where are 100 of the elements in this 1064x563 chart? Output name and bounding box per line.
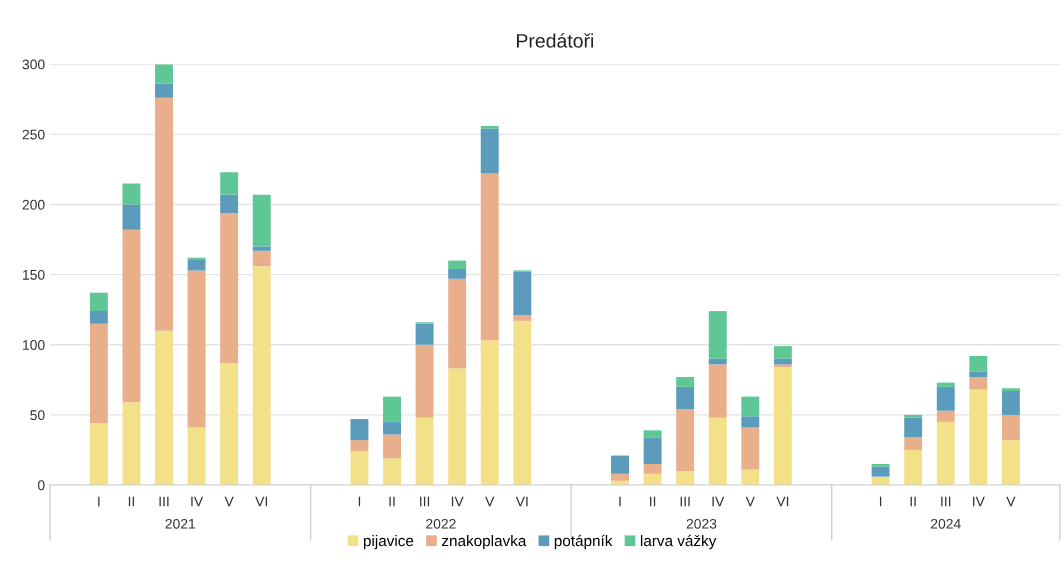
x-tick-label: II bbox=[389, 496, 395, 507]
bar bbox=[383, 458, 401, 486]
bar bbox=[904, 417, 923, 438]
bar bbox=[220, 194, 239, 213]
x-tick-label: I bbox=[358, 496, 361, 507]
bar bbox=[643, 437, 662, 464]
x-tick-label: I bbox=[879, 496, 882, 507]
bar bbox=[220, 172, 239, 195]
x-tick-label: III bbox=[941, 496, 951, 507]
bar bbox=[1001, 388, 1020, 392]
bar bbox=[187, 270, 206, 428]
bar bbox=[969, 355, 988, 372]
legend-label: potápník bbox=[554, 534, 613, 550]
x-tick-label: V bbox=[745, 496, 755, 507]
bar bbox=[936, 386, 955, 411]
bar bbox=[708, 364, 727, 418]
bar bbox=[513, 320, 532, 486]
x-tick-label: III bbox=[680, 496, 690, 507]
bar bbox=[969, 371, 988, 378]
chart-title: Predátoři bbox=[517, 33, 594, 48]
bar bbox=[643, 473, 662, 486]
bar bbox=[448, 368, 467, 486]
x-tick-label: VI bbox=[255, 496, 268, 507]
bar bbox=[122, 183, 141, 205]
bar bbox=[904, 414, 923, 418]
bar bbox=[936, 421, 955, 486]
bar bbox=[969, 377, 988, 390]
bar bbox=[708, 311, 727, 359]
x-tick-label: II bbox=[650, 496, 656, 507]
bar bbox=[187, 259, 206, 271]
bar bbox=[741, 427, 760, 470]
bar bbox=[383, 434, 401, 459]
bar bbox=[773, 367, 792, 486]
bar bbox=[936, 410, 955, 422]
bar bbox=[122, 229, 141, 403]
bar bbox=[89, 423, 108, 486]
bar bbox=[1001, 440, 1020, 486]
x-tick-label: I bbox=[619, 496, 621, 507]
legend-label: pijavice bbox=[363, 535, 414, 550]
bar bbox=[383, 421, 401, 435]
y-tick-label: 300 bbox=[22, 59, 45, 70]
bar bbox=[676, 409, 695, 471]
bar bbox=[252, 266, 271, 486]
bar bbox=[513, 271, 532, 316]
bar bbox=[904, 449, 923, 486]
legend-label: znakoplavka bbox=[442, 535, 527, 550]
bar bbox=[252, 194, 271, 247]
y-tick-label: 150 bbox=[23, 269, 45, 280]
text: 2024 bbox=[930, 518, 961, 529]
bar bbox=[122, 204, 141, 230]
x-tick-label: III bbox=[420, 496, 430, 507]
bar bbox=[155, 64, 173, 84]
y-tick-label: 50 bbox=[30, 410, 45, 421]
x-tick-label: IV bbox=[451, 496, 464, 507]
bar bbox=[122, 402, 141, 486]
bar bbox=[741, 416, 760, 428]
text: 2023 bbox=[686, 518, 717, 529]
bar bbox=[1001, 414, 1020, 441]
legend-label: larva vážky bbox=[640, 534, 717, 550]
bar bbox=[155, 330, 173, 486]
bar bbox=[350, 419, 369, 441]
x-tick-label: V bbox=[485, 496, 495, 507]
bar bbox=[741, 469, 760, 486]
x-tick-label: III bbox=[159, 496, 169, 507]
bar bbox=[676, 377, 695, 387]
bar bbox=[480, 128, 499, 174]
y-tick-label: 0 bbox=[37, 480, 45, 491]
bar bbox=[676, 471, 695, 486]
bar bbox=[252, 250, 271, 267]
x-tick-label: IV bbox=[973, 496, 985, 507]
bar bbox=[676, 386, 695, 410]
bar bbox=[904, 437, 923, 450]
y-tick-label: 250 bbox=[22, 129, 45, 140]
bar bbox=[220, 362, 239, 486]
bar bbox=[415, 417, 434, 486]
bar bbox=[448, 278, 467, 369]
bar bbox=[350, 451, 369, 486]
bar bbox=[871, 463, 890, 467]
bar bbox=[155, 97, 173, 331]
bar bbox=[643, 430, 662, 438]
x-tick-label: IV bbox=[191, 496, 204, 507]
bar bbox=[252, 246, 271, 251]
x-tick-label: VI bbox=[776, 496, 789, 507]
bar bbox=[708, 417, 727, 486]
bar bbox=[871, 466, 890, 477]
bar bbox=[155, 83, 173, 98]
bar bbox=[89, 323, 108, 424]
bar bbox=[773, 364, 792, 368]
bar bbox=[480, 340, 499, 486]
bar bbox=[187, 427, 206, 486]
x-tick-label: II bbox=[128, 496, 135, 507]
bar bbox=[611, 455, 629, 474]
bar bbox=[480, 173, 499, 341]
bar bbox=[969, 389, 988, 486]
bar bbox=[513, 315, 532, 321]
y-tick-label: 200 bbox=[22, 199, 45, 210]
y-tick-label: 100 bbox=[23, 340, 45, 350]
bar bbox=[1001, 391, 1020, 415]
bar bbox=[773, 346, 792, 359]
bar bbox=[936, 382, 955, 387]
